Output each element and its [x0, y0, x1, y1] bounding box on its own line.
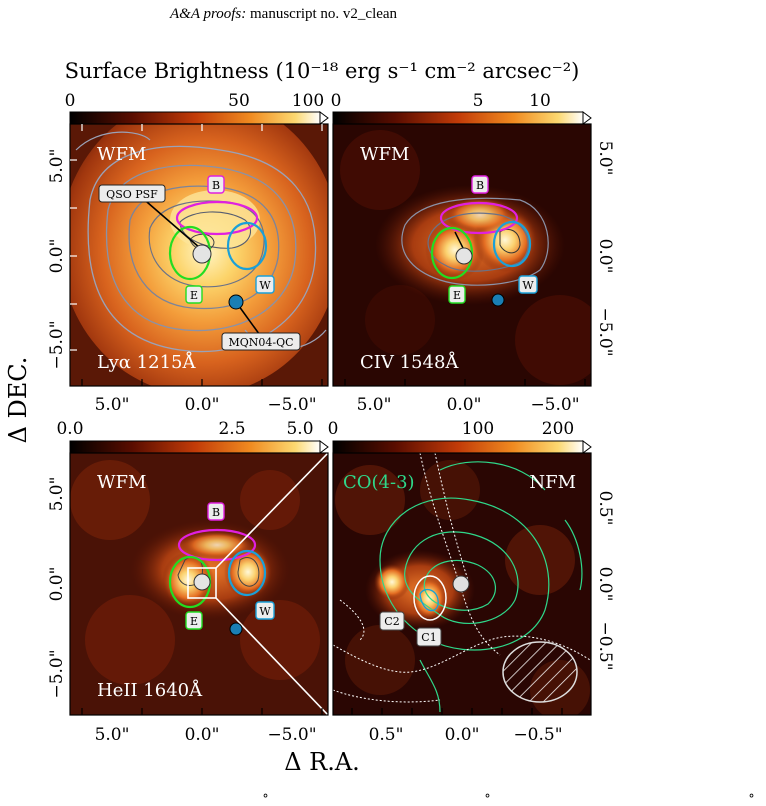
panel-lya: 0 50 100 WFM Lyα 1215Å	[47, 91, 329, 415]
label-w-heii: W	[259, 605, 271, 618]
region-w-ellipse	[226, 221, 268, 271]
ytick-heii-0: 5.0"	[47, 477, 67, 512]
x-axis-label: Δ R.A.	[284, 748, 360, 776]
zoom-line-bottom	[215, 597, 328, 715]
xtick-heii-0: 5.0"	[95, 725, 130, 745]
xtick-heii-1: 0.0"	[185, 725, 220, 745]
co-label: CO(4-3)	[343, 472, 415, 493]
footer-mark-2: ˚	[748, 793, 755, 806]
qso-marker-civ	[455, 247, 473, 265]
surface-brightness-title: Surface Brightness (10⁻¹⁸ erg s⁻¹ cm⁻² a…	[65, 59, 580, 83]
ytick-civ-0: 5.0"	[595, 141, 615, 176]
colorbar-civ	[332, 111, 584, 125]
label-e-civ: E	[453, 289, 461, 302]
manuscript-id: manuscript no. v2_clean	[250, 6, 398, 22]
footer-mark-0: ˚	[262, 793, 269, 806]
mode-label-lya: WFM	[97, 144, 146, 165]
region-b-ellipse-heii	[177, 528, 257, 562]
cbar-tick-civ-2: 10	[529, 91, 551, 111]
cbar-tick-civ-1: 5	[473, 91, 484, 111]
ytick-nfm-2: −0.5"	[595, 621, 615, 670]
xtick-civ-0: 5.0"	[357, 395, 392, 415]
qc-marker	[228, 294, 244, 310]
cbar-tick-1: 50	[228, 91, 250, 111]
label-w-lya: W	[259, 279, 271, 292]
label-e-heii: E	[190, 615, 198, 628]
xtick-lya-2: −5.0"	[267, 395, 316, 415]
colorbar-lya	[69, 111, 321, 125]
label-w-civ: W	[522, 279, 534, 292]
cbar-tick-heii-0: 0.0	[56, 419, 83, 439]
cbar-tick-civ-0: 0	[331, 91, 342, 111]
ytick-civ-1: 0.0"	[595, 239, 615, 274]
label-e-lya: E	[190, 289, 198, 302]
footer-mark-1: ˚	[484, 793, 491, 806]
ytick-nfm-0: 0.5"	[595, 491, 615, 526]
beam-ellipse	[502, 641, 578, 703]
line-label-civ: CIV 1548Å	[360, 351, 459, 373]
xtick-lya-0: 5.0"	[95, 395, 130, 415]
xtick-lya-1: 0.0"	[185, 395, 220, 415]
region-b-ellipse	[175, 200, 259, 236]
qso-psf-marker	[192, 244, 212, 264]
xtick-nfm-2: −0.5"	[513, 725, 562, 745]
ytick-lya-1: 0.0"	[47, 239, 67, 274]
ytick-nfm-1: 0.0"	[595, 567, 615, 602]
qc-label: MQN04-QC	[228, 336, 293, 349]
mode-label-nfm: NFM	[529, 472, 576, 493]
label-b-civ: B	[476, 179, 484, 192]
label-c2: C2	[384, 615, 399, 628]
y-axis-label: Δ DEC.	[4, 357, 32, 444]
panel-nfm: 0 100 200	[328, 419, 615, 745]
panel-heii: 0.0 2.5 5.0 WFM HeII 1640Å	[47, 419, 329, 745]
label-b-lya: B	[212, 179, 220, 192]
qc-marker-heii	[229, 622, 243, 636]
xtick-nfm-0: 0.5"	[369, 725, 404, 745]
label-c1: C1	[421, 631, 436, 644]
region-w-ellipse-civ	[492, 220, 532, 268]
cbar-tick-2: 100	[292, 91, 324, 111]
ytick-heii-2: −5.0"	[47, 649, 67, 698]
mode-label-heii: WFM	[97, 472, 146, 493]
qso-marker-nfm	[452, 575, 470, 593]
cbar-tick-heii-2: 5.0	[286, 419, 313, 439]
region-w-ellipse-heii	[227, 549, 267, 597]
ytick-civ-2: −5.0"	[595, 307, 615, 356]
xtick-civ-2: −5.0"	[530, 395, 579, 415]
cbar-tick-0: 0	[65, 91, 76, 111]
zoom-box	[187, 567, 217, 599]
ytick-lya-0: 5.0"	[47, 149, 67, 184]
mode-label-civ: WFM	[360, 144, 409, 165]
qso-leader-line	[139, 195, 201, 249]
qso-marker-heii	[193, 573, 211, 591]
page-header: A&A proofs: manuscript no. v2_clean	[170, 6, 397, 23]
ytick-lya-2: −5.0"	[47, 320, 67, 369]
ytick-heii-1: 0.0"	[47, 567, 67, 602]
region-e-ellipse-civ	[430, 226, 474, 280]
panel-civ: 0 5 10 WFM CIV 1548Å B E	[331, 91, 615, 415]
cbar-tick-heii-1: 2.5	[218, 419, 245, 439]
qc-marker-civ	[491, 293, 505, 307]
colorbar-arrow-lya	[319, 111, 329, 125]
journal-name: A&A proofs:	[170, 6, 247, 22]
qso-psf-label: QSO PSF	[106, 188, 158, 201]
colorbar-heii	[69, 440, 321, 454]
xtick-nfm-1: 0.0"	[445, 725, 480, 745]
cbar-tick-nfm-1: 100	[462, 419, 494, 439]
line-label-lya: Lyα 1215Å	[97, 351, 196, 373]
cbar-tick-nfm-2: 200	[542, 419, 574, 439]
colorbar-nfm	[332, 440, 584, 454]
cbar-tick-nfm-0: 0	[328, 419, 339, 439]
xtick-civ-1: 0.0"	[447, 395, 482, 415]
zoom-line-top	[215, 453, 328, 569]
source-c1-ellipse	[413, 575, 447, 621]
region-b-ellipse-civ	[439, 201, 519, 235]
xtick-heii-2: −5.0"	[267, 725, 316, 745]
line-label-heii: HeII 1640Å	[97, 679, 203, 701]
label-b-heii: B	[212, 506, 220, 519]
